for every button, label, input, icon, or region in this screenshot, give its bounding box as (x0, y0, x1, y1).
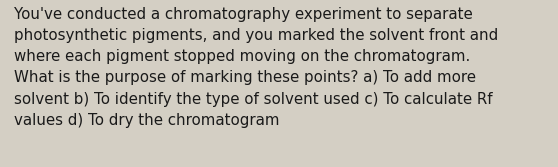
Text: You've conducted a chromatography experiment to separate
photosynthetic pigments: You've conducted a chromatography experi… (14, 7, 498, 128)
